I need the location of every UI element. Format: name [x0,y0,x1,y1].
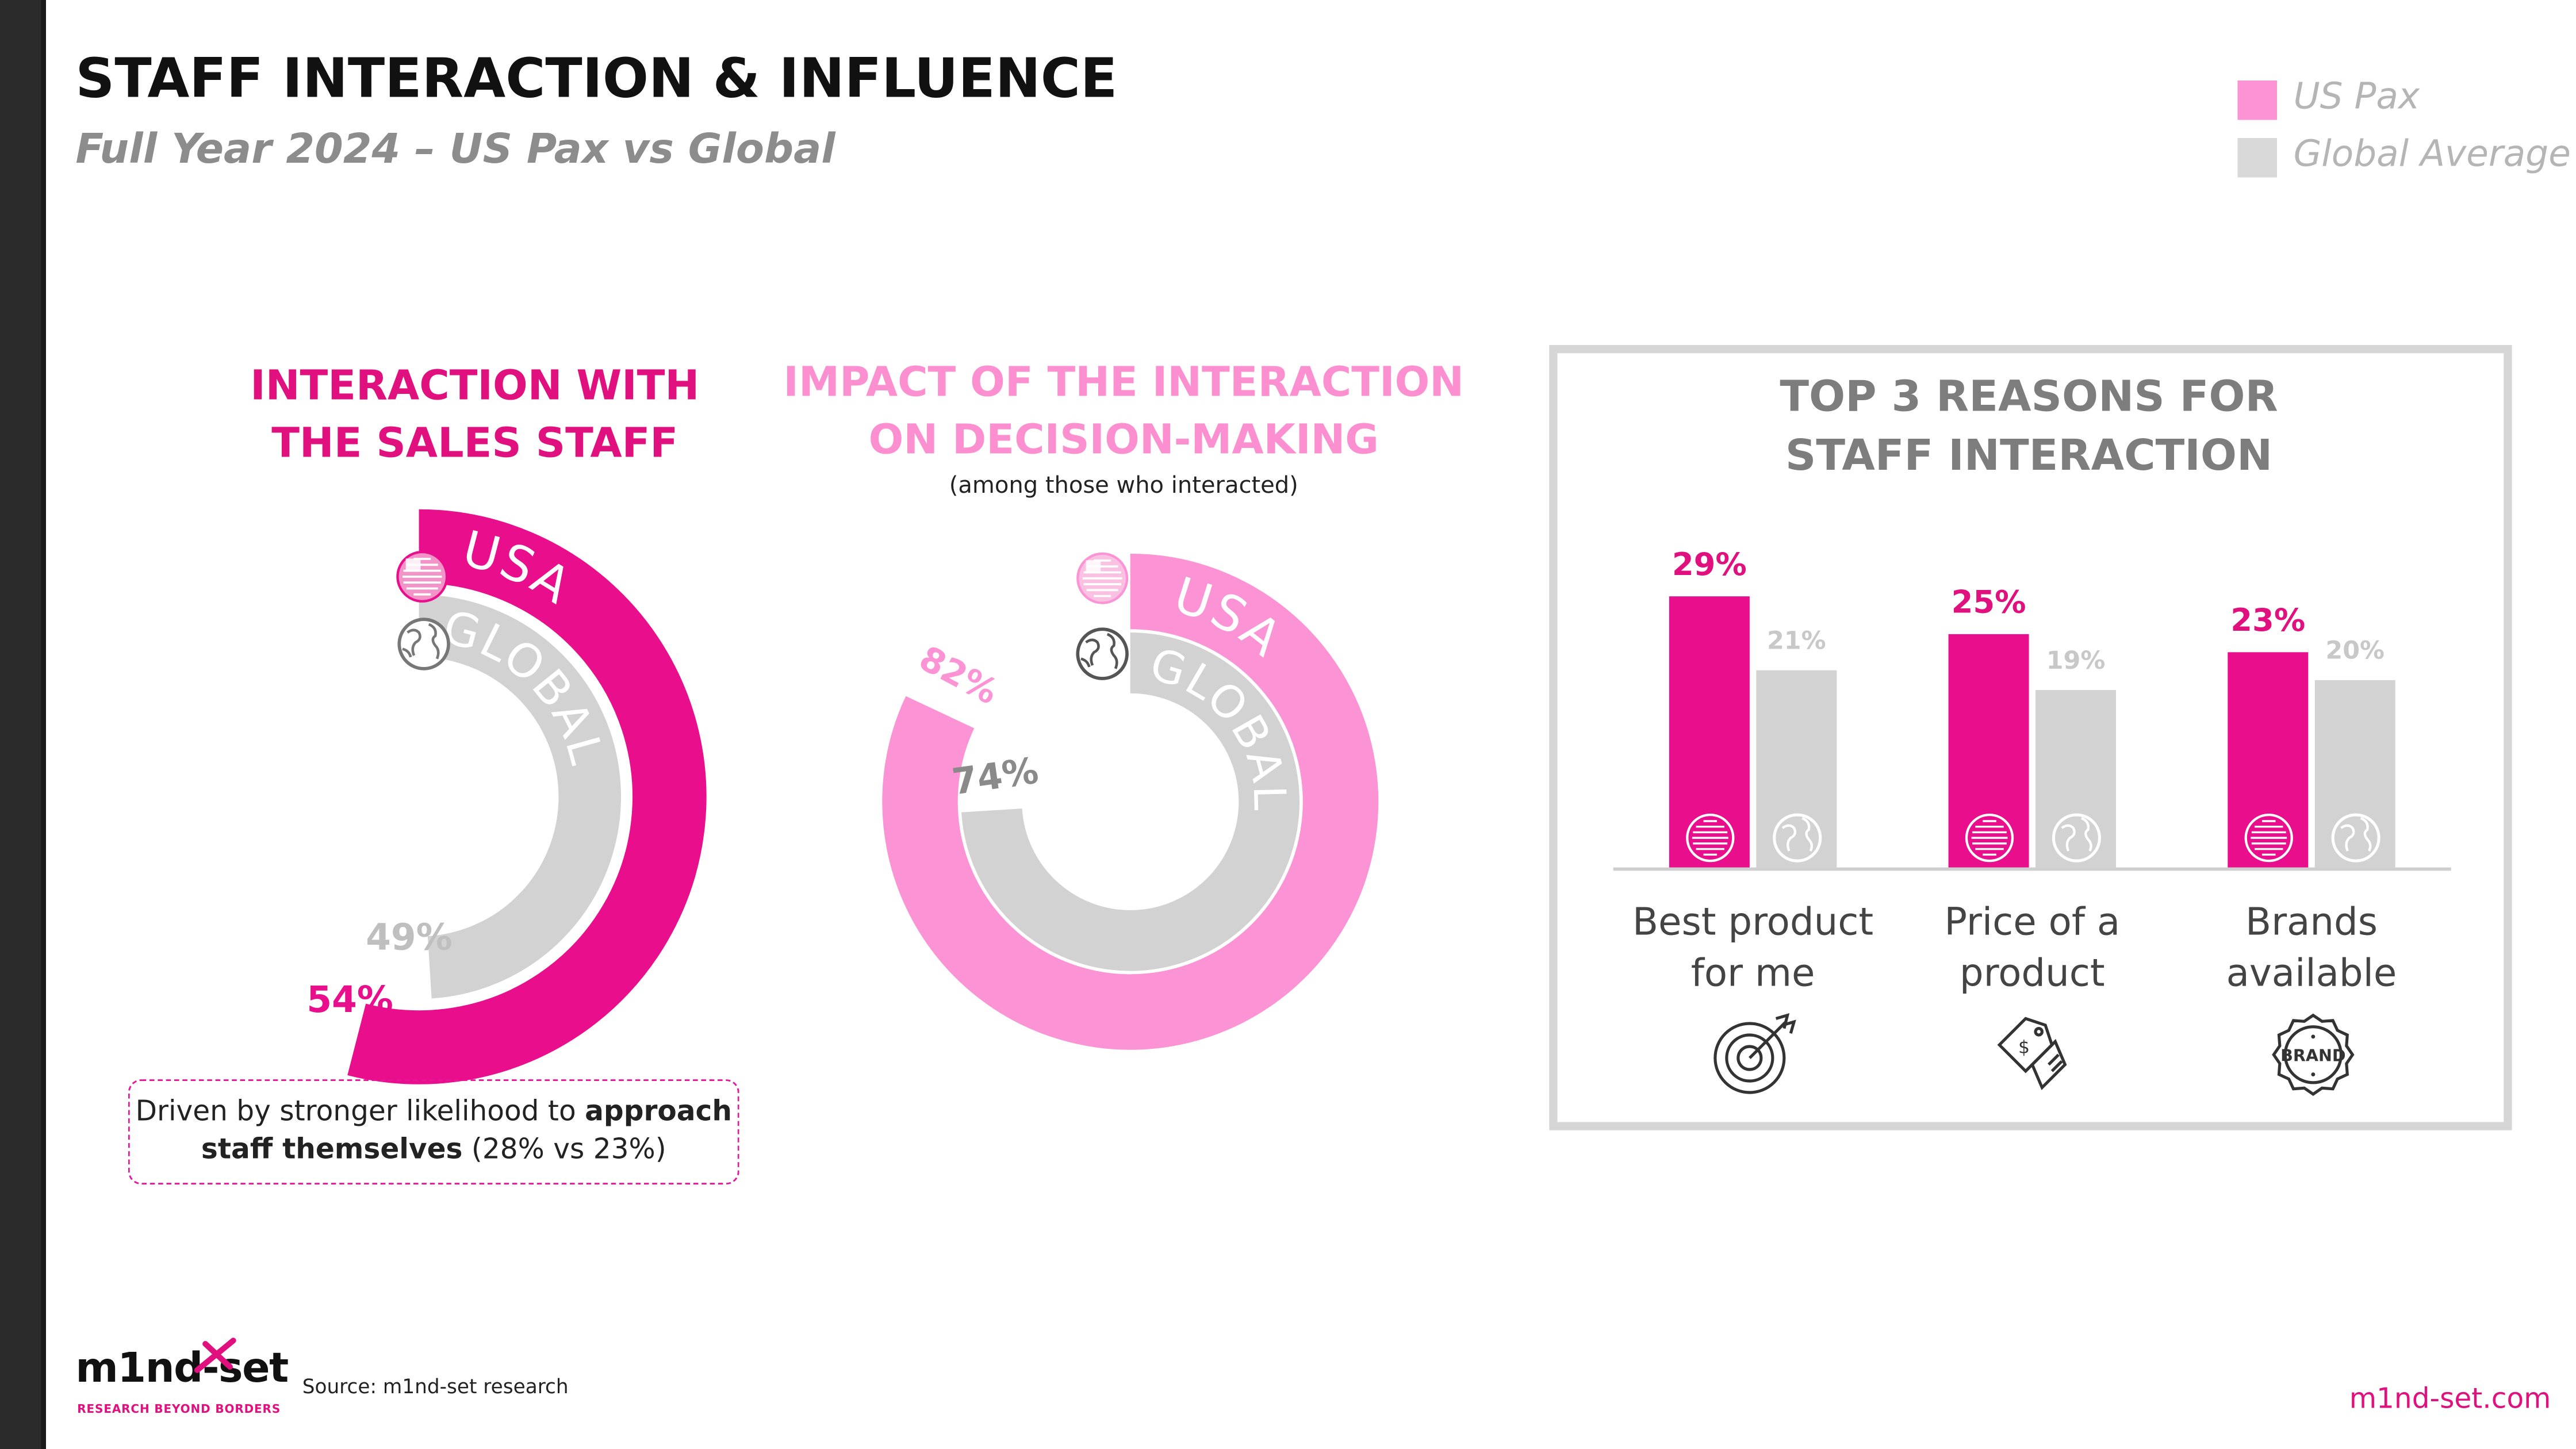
legend-label-us-pax: US Pax [2293,77,2420,118]
impact-note: (among those who interacted) [949,473,1298,500]
reasons-title-line1: TOP 3 REASONS FOR [1780,373,2278,423]
globe-icon [397,618,450,670]
global-bar-value: 20% [2325,635,2385,666]
impact-global-arc [961,632,1300,971]
category-label: Best product for me [1613,899,1893,1000]
category-label: Brands available [2172,899,2451,1000]
global-bar [1756,670,1837,868]
globe-icon [2330,813,2380,862]
callout-text-plain2: (28% vs 23%) [462,1133,666,1167]
us-pax-bar [1669,596,1750,868]
page-subtitle: Full Year 2024 – US Pax vs Global [75,125,835,172]
callout-line1: Driven by stronger likelihood to approac… [130,1094,738,1132]
us-pax-bar-value: 29% [1672,546,1747,583]
interaction-usa-value-label: 54% [306,979,393,1021]
website-link[interactable]: m1nd-set.com [2349,1383,2551,1416]
callout-text-plain1: Driven by stronger likelihood to [135,1095,585,1129]
category-label: Price of a product [1892,899,2172,1000]
reasons-axis-line [1613,867,2451,871]
price-tag-icon: $ [1997,1017,2067,1090]
us-pax-bar-value: 25% [1951,584,2026,620]
impact-usa-value-label: 82% [913,638,1005,712]
interaction-usa-arc-label: USA [457,520,582,616]
interaction-title: INTERACTION WITH THE SALES STAFF [213,356,736,471]
us-pax-bar [1948,633,2029,868]
global-bar-value: 19% [2046,645,2106,675]
category-label-line: Best product [1632,902,1874,945]
logo-text: m1nd-set [75,1344,289,1392]
callout-text-bold2: staff themselves [201,1133,463,1167]
impact-usa-arc [882,553,1379,1050]
page-title: STAFF INTERACTION & INFLUENCE [75,46,1118,110]
us-flag-icon [1685,814,1734,862]
globe-icon [1772,813,1821,862]
interaction-callout: Driven by stronger likelihood to approac… [128,1079,739,1184]
interaction-global-value-label: 49% [366,916,452,958]
category-label-line: Brands [2245,902,2378,945]
global-bar [2314,680,2395,868]
interaction-title-line2: THE SALES STAFF [271,419,678,467]
legend-label-global: Global Average [2293,135,2571,176]
global-bar [2035,689,2116,868]
globe-icon [2051,813,2100,862]
impact-title-line1: IMPACT OF THE INTERACTION [783,358,1465,406]
impact-title-line2: ON DECISION-MAKING [868,415,1379,463]
us-flag-icon [1964,814,2013,862]
impact-usa-arc-label: USA [1167,566,1293,669]
legend-swatch-us-pax [2237,80,2277,120]
reasons-panel [1549,345,2512,1130]
target-icon [1713,1013,1796,1094]
interaction-global-arc [419,595,621,999]
interaction-global-arc-label: GLOBAL [438,600,614,771]
reasons-title: TOP 3 REASONS FOR STAFF INTERACTION [1725,368,2333,486]
us-pax-bar-value: 23% [2230,603,2306,639]
us-flag-icon [396,550,448,603]
left-edge-bar [0,0,46,1449]
brand-seal-icon: BRAND [2272,1013,2355,1096]
reasons-title-line2: STAFF INTERACTION [1785,432,2273,482]
impact-title: IMPACT OF THE INTERACTION ON DECISION-MA… [772,353,1475,468]
source-note: Source: m1nd-set research [302,1375,569,1398]
callout-text-bold1: approach [585,1095,732,1129]
interaction-title-line1: INTERACTION WITH [250,361,700,409]
category-label-line: Price of a [1944,902,2121,945]
us-flag-icon [1076,552,1129,604]
global-bar-value: 21% [1766,626,1826,656]
us-flag-icon [2244,814,2293,862]
logo-tagline: RESEARCH BEYOND BORDERS [77,1403,281,1416]
logo-plane-icon [194,1337,236,1373]
svg-text:$: $ [2018,1037,2030,1057]
interaction-usa-arc [347,509,707,1084]
globe-icon [1076,627,1129,680]
impact-global-value-label: 74% [949,749,1041,803]
impact-global-arc-label: GLOBAL [1145,638,1295,812]
callout-line2: staff themselves (28% vs 23%) [130,1132,738,1170]
category-label-line: product [1959,953,2105,996]
svg-text:BRAND: BRAND [2280,1046,2345,1065]
category-label-line: for me [1690,953,1815,996]
category-label-line: available [2226,953,2397,996]
legend-swatch-global [2237,138,2277,178]
